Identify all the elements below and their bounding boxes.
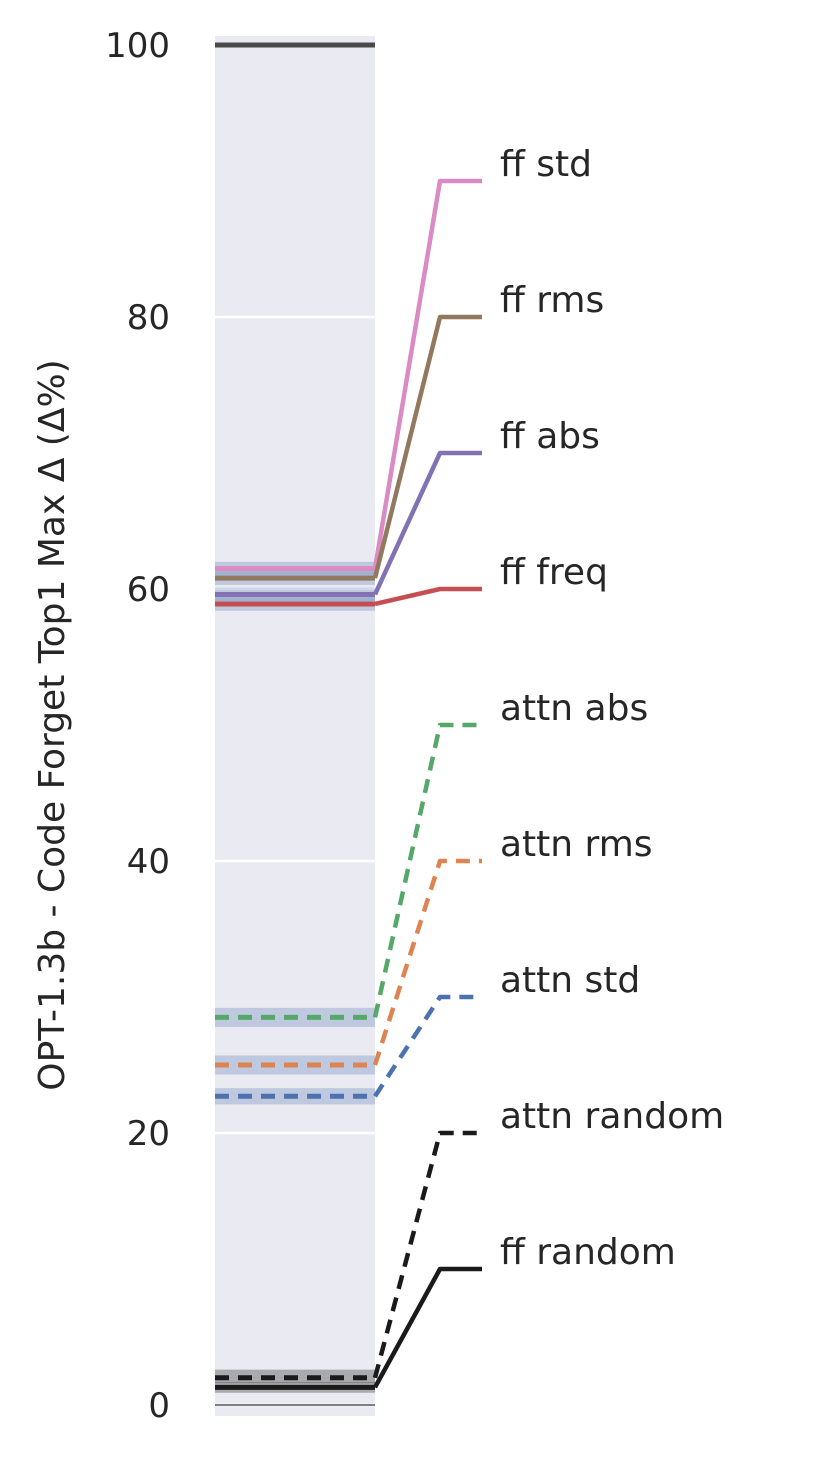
series-label-attn-random: attn random	[500, 1096, 724, 1137]
series-label-attn-std: attn std	[500, 960, 640, 1001]
series-label-ff-random: ff random	[500, 1232, 676, 1273]
series-label-ff-rms: ff rms	[500, 280, 604, 321]
y-tick-100: 100	[105, 26, 170, 66]
label-connector-ff-freq	[374, 586, 482, 607]
label-connector-attn-std	[373, 994, 482, 1098]
y-tick-60: 60	[127, 570, 170, 610]
label-connector-ff-std	[372, 178, 482, 569]
y-tick-40: 40	[127, 842, 170, 882]
series-label-attn-abs: attn abs	[500, 688, 648, 729]
series-lines	[215, 178, 482, 1390]
label-connector-attn-rms	[372, 858, 482, 1066]
series-label-ff-abs: ff abs	[500, 416, 600, 457]
series-label-attn-rms: attn rms	[500, 824, 653, 865]
plot-background	[215, 36, 375, 1416]
y-axis-title: OPT-1.3b - Code Forget Top1 Max Δ (Δ%)	[32, 359, 73, 1090]
label-connector-ff-rms	[372, 314, 482, 579]
label-connector-attn-random	[372, 1130, 482, 1379]
y-tick-0: 0	[148, 1386, 170, 1426]
y-tick-20: 20	[127, 1114, 170, 1154]
label-connector-attn-abs	[372, 722, 482, 1018]
y-tick-80: 80	[127, 298, 170, 338]
label-connector-ff-random	[373, 1266, 482, 1389]
series-label-ff-std: ff std	[500, 144, 592, 185]
y-tick-labels: 0 20 40 60 80 100	[105, 26, 170, 1426]
series-labels: ff std ff rms ff abs ff freq attn abs attn rm…	[500, 144, 724, 1273]
series-label-ff-freq: ff freq	[500, 552, 608, 593]
label-connector-ff-abs	[372, 450, 482, 596]
